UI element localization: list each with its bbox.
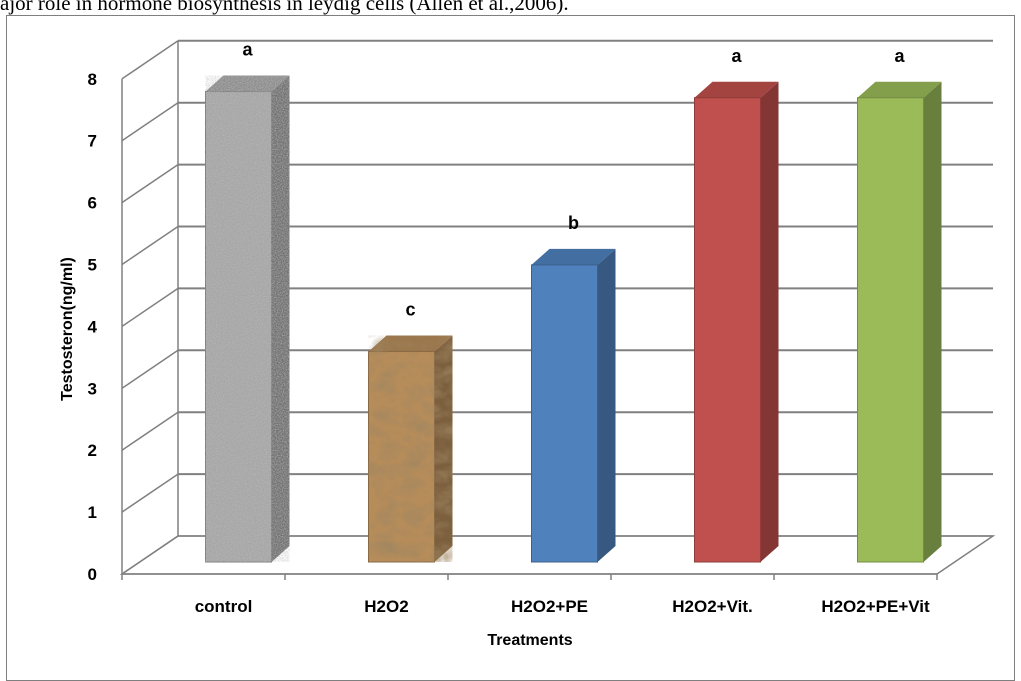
side-gridline [122, 41, 178, 79]
x-axis-title: Treatments [487, 632, 572, 649]
y-tick-label: 5 [88, 256, 97, 275]
y-tick-label: 6 [88, 194, 97, 213]
bar-side [924, 82, 942, 562]
side-gridline [122, 227, 178, 265]
y-tick-label: 0 [88, 565, 97, 584]
y-tick-label: 1 [88, 503, 97, 522]
significance-letter: b [568, 213, 579, 233]
bar-front [532, 265, 598, 562]
significance-letter: a [731, 46, 742, 66]
bar-front [858, 98, 924, 562]
y-axis-title: Testosteron(ng/ml) [59, 257, 76, 401]
bar-front [695, 98, 761, 562]
side-gridline [122, 350, 178, 388]
x-tick-label: H2O2 [364, 597, 408, 616]
bar-side [761, 82, 779, 562]
side-gridline [122, 474, 178, 512]
side-gridline [122, 103, 178, 141]
significance-letter: a [242, 40, 253, 60]
bar-texture [206, 76, 290, 562]
significance-letter: c [405, 300, 415, 320]
y-tick-label: 7 [88, 132, 97, 151]
bar-side [598, 249, 616, 562]
side-gridline [122, 165, 178, 203]
y-tick-label: 8 [88, 70, 97, 89]
x-tick-label: H2O2+PE [511, 597, 588, 616]
bar-texture [369, 336, 453, 562]
y-tick-label: 2 [88, 441, 97, 460]
bar-5 [858, 82, 942, 562]
side-gridline [122, 412, 178, 450]
bar-4 [695, 82, 779, 562]
x-tick-label: control [195, 597, 253, 616]
y-tick-label: 4 [88, 317, 98, 336]
y-tick-label: 3 [88, 379, 97, 398]
x-tick-label: H2O2+Vit. [672, 597, 752, 616]
bar-2 [369, 336, 453, 562]
bar-1 [206, 76, 290, 562]
bar-3 [532, 249, 616, 562]
significance-letter: a [894, 46, 905, 66]
x-tick-label: H2O2+PE+Vit [821, 597, 930, 616]
side-gridline [122, 288, 178, 326]
